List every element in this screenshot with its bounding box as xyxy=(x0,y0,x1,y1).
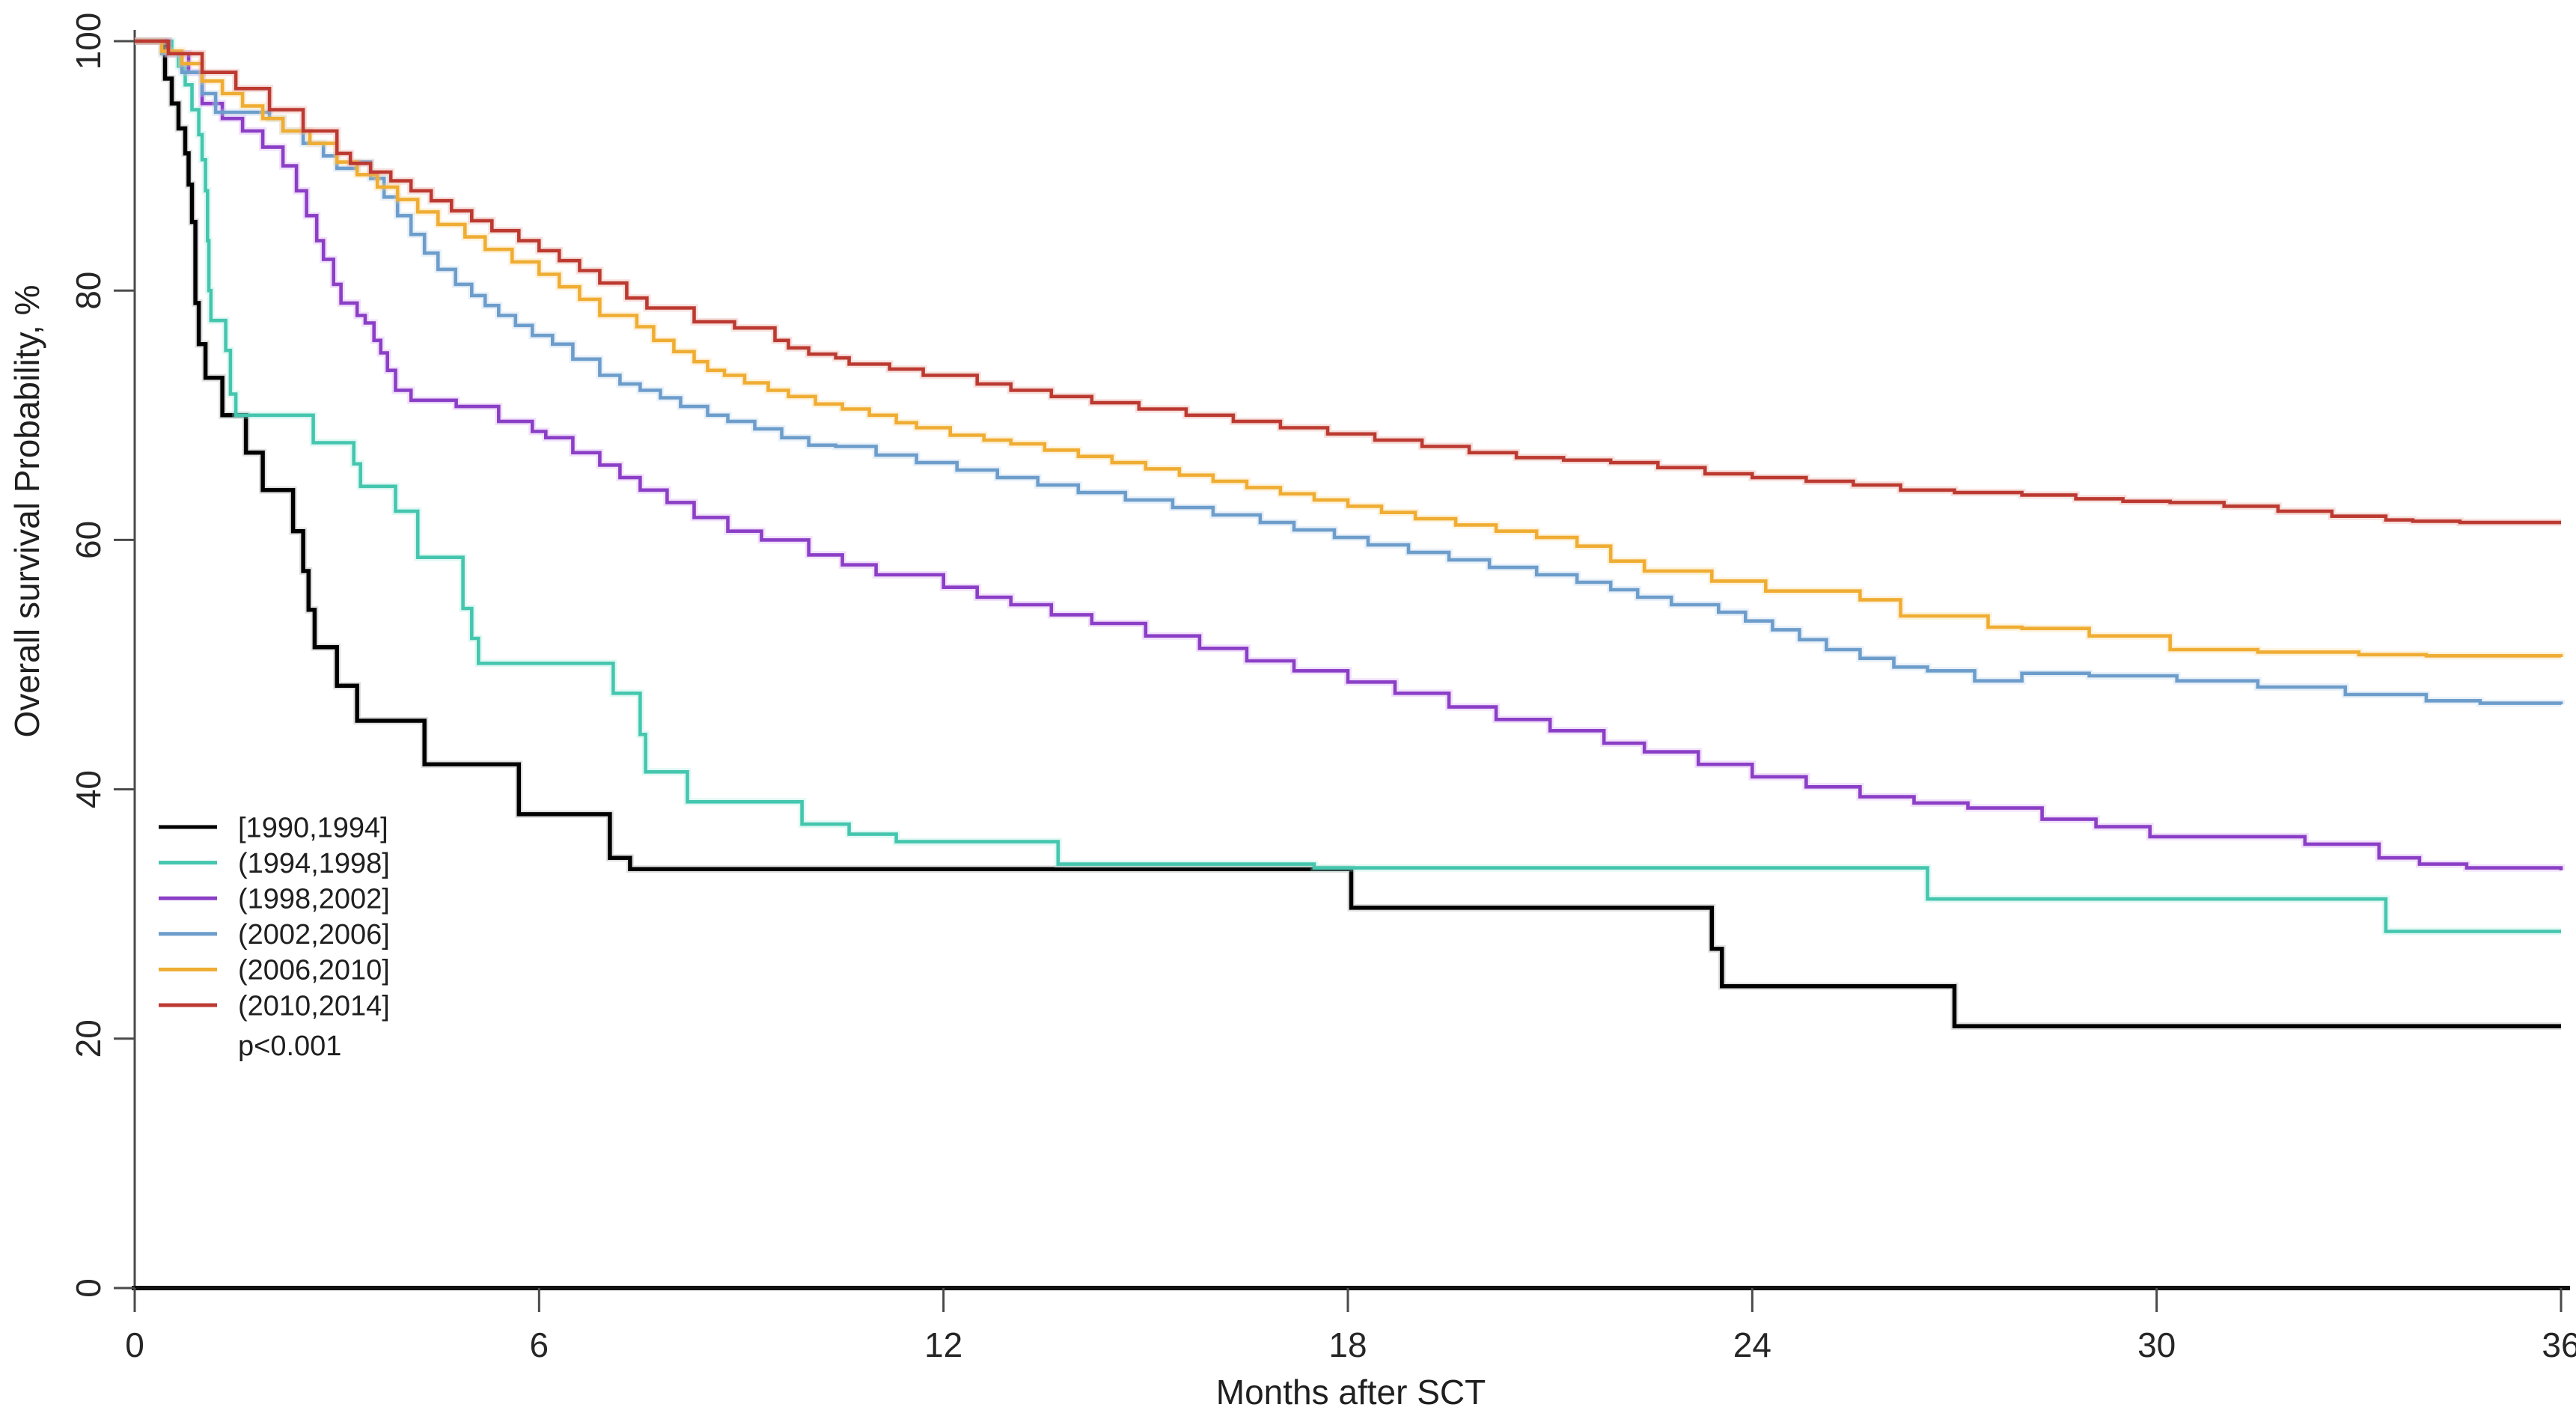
x-tick-label: 12 xyxy=(924,1325,962,1364)
y-tick-label: 20 xyxy=(69,1019,108,1058)
y-tick-label: 40 xyxy=(69,770,108,808)
curve-halo-(2010,2014] xyxy=(135,37,2561,527)
x-tick-label: 30 xyxy=(2137,1325,2176,1364)
legend-label: (1994,1998] xyxy=(238,848,390,879)
curve-[1990,1994] xyxy=(135,39,2561,1028)
x-tick-label: 6 xyxy=(530,1325,549,1364)
curve-(1994,1998] xyxy=(135,39,2561,933)
legend-label: [1990,1994] xyxy=(238,812,388,843)
legend-label: (1998,2002] xyxy=(238,884,390,915)
x-tick-label: 24 xyxy=(1733,1325,1771,1364)
y-tick-label: 80 xyxy=(69,272,108,310)
y-axis-title: Overall survival Probability, % xyxy=(7,284,46,737)
curve-halo-(2006,2010] xyxy=(135,37,2565,660)
tick-labels: 0 20 40 60 80 100 0 6 12 18 24 30 36 xyxy=(69,13,2576,1364)
legend-label: (2002,2006] xyxy=(238,919,390,951)
curve-halo-(1994,1998] xyxy=(135,37,2561,936)
x-tick-label: 18 xyxy=(1328,1325,1367,1364)
curve-halo-(1998,2002] xyxy=(135,37,2565,872)
x-axis-title: Months after SCT xyxy=(1216,1373,1486,1412)
curve-(2010,2014] xyxy=(135,39,2561,525)
p-value-annotation: p<0.001 xyxy=(238,1031,341,1062)
curve-(2006,2010] xyxy=(135,39,2563,658)
x-tick-label: 0 xyxy=(125,1325,144,1364)
y-tick-label: 60 xyxy=(69,521,108,559)
curve-(2002,2006] xyxy=(135,39,2563,705)
x-tick-label: 36 xyxy=(2542,1325,2576,1364)
y-tick-label: 100 xyxy=(69,13,108,70)
curve-halo-[1990,1994] xyxy=(135,37,2561,1031)
curve-(1998,2002] xyxy=(135,39,2563,870)
legend: [1990,1994] (1994,1998] (1998,2002] (2002,2… xyxy=(159,812,390,1062)
curve-halo-(2002,2006] xyxy=(135,37,2565,707)
legend-label: (2006,2010] xyxy=(238,955,390,986)
survival-curves xyxy=(135,37,2565,1031)
legend-label: (2010,2014] xyxy=(238,990,390,1022)
axes xyxy=(114,30,2570,1312)
y-tick-label: 0 xyxy=(69,1278,108,1298)
